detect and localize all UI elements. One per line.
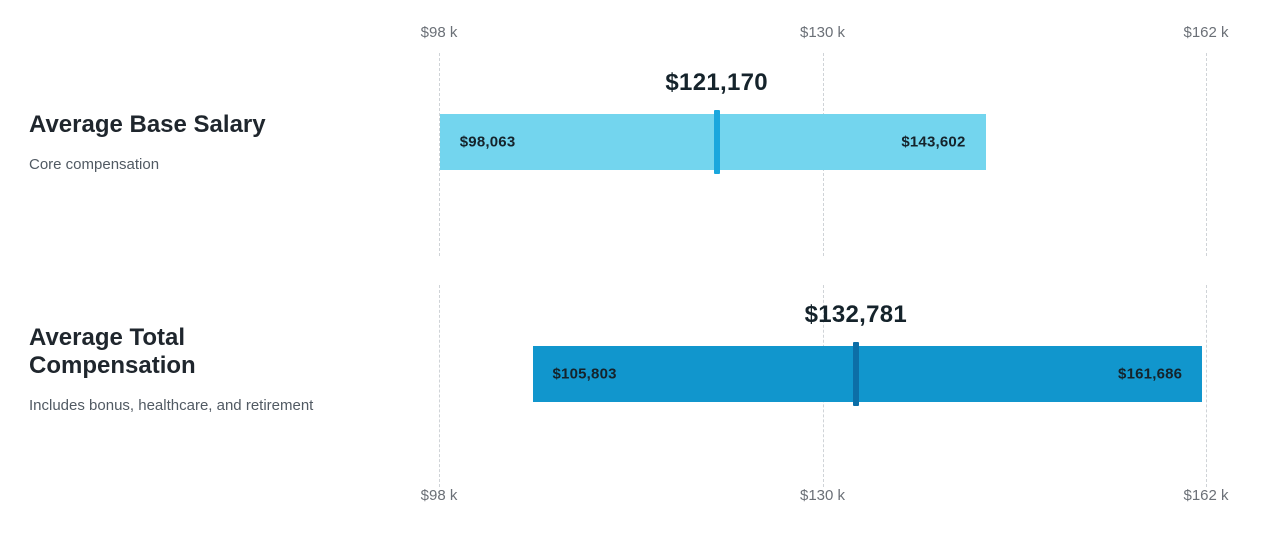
axis-tick-label: $162 k	[1183, 487, 1229, 504]
axis-tick-label: $98 k	[420, 24, 458, 41]
gridline	[439, 53, 440, 256]
average-marker	[713, 110, 720, 174]
range-min-label: $98,063	[459, 133, 516, 151]
salary-range-bar: $105,803 $161,686	[532, 346, 1203, 402]
row-title: Average Total Compensation	[29, 324, 196, 379]
total-compensation-text: Average Total Compensation Includes bonu…	[29, 324, 313, 415]
average-marker	[852, 342, 859, 406]
axis-ticks-bottom: $98 k $130 k $162 k	[421, 487, 1229, 505]
range-min-label: $105,803	[552, 365, 617, 383]
average-value-label: $132,781	[804, 301, 908, 328]
gridline	[1206, 285, 1207, 487]
row-title: Average Base Salary	[29, 111, 266, 138]
axis-tick-label: $130 k	[799, 24, 846, 41]
row-subtitle: Core compensation	[29, 156, 160, 173]
salary-range-bar: $98,063 $143,602	[439, 114, 986, 170]
average-value-label: $121,170	[665, 69, 768, 96]
range-max-label: $143,602	[901, 133, 966, 151]
axis-tick-label: $162 k	[1183, 24, 1229, 41]
gridline	[1206, 53, 1207, 256]
axis-tick-label: $130 k	[799, 487, 846, 504]
axis-tick-label: $98 k	[420, 487, 458, 504]
base-salary-panel: $121,170 $98,063 $143,602	[439, 53, 1207, 256]
base-salary-text: Average Base Salary Core compensation	[29, 111, 266, 174]
row-subtitle: Includes bonus, healthcare, and retireme…	[29, 397, 314, 414]
total-compensation-panel: $132,781 $105,803 $161,686	[439, 285, 1207, 487]
gridline	[439, 285, 440, 487]
axis-ticks-top: $98 k $130 k $162 k	[421, 24, 1229, 42]
range-max-label: $161,686	[1118, 365, 1183, 383]
